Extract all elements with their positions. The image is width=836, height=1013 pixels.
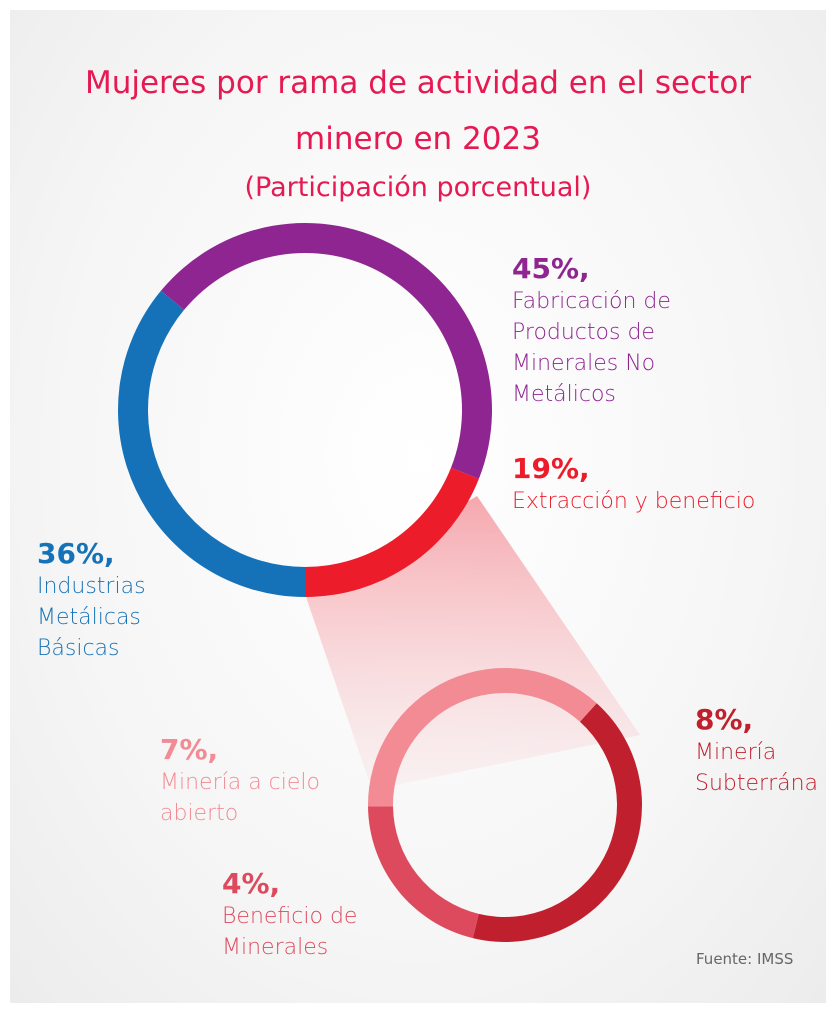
category-label: Minería Subterrána <box>695 740 819 796</box>
donut-segment <box>117 290 305 597</box>
category-label: Industrias Metálicas Básicas <box>37 574 146 661</box>
donut-segment <box>160 223 493 479</box>
chart-subtitle: (Participación porcentual) <box>244 172 592 203</box>
category-label: Beneficio de Minerales <box>222 904 358 960</box>
source: Fuente: IMSS <box>696 950 794 968</box>
segment-label: 45%, Fabricación de Productos de Minerale… <box>512 252 712 410</box>
value-label: 8%, <box>695 703 754 736</box>
value-label: 19%, <box>512 452 590 485</box>
value-label: 4%, <box>222 867 281 900</box>
chart-title: Mujeres por rama de actividad en el sect… <box>84 65 752 157</box>
connector <box>306 496 640 790</box>
segment-label: 7%, Minería a cielo abierto <box>160 733 330 829</box>
value-label: 36%, <box>37 537 115 570</box>
category-label: Minería a cielo abierto <box>160 770 320 826</box>
donut-segment <box>368 806 479 939</box>
segment-label: 8%, Minería Subterrána <box>695 703 835 799</box>
value-label: 7%, <box>160 733 219 766</box>
segment-label: 36%, Industrias Metálicas Básicas <box>37 537 187 664</box>
segment-label: 4%, Beneficio de Minerales <box>222 867 402 963</box>
value-label: 45%, <box>512 252 590 285</box>
category-label: Extracción y beneficio <box>512 489 756 514</box>
segment-label: 19%, Extracción y beneficio <box>512 452 812 517</box>
donut-segment <box>368 668 597 807</box>
category-label: Fabricación de Productos de Minerales No… <box>512 289 671 407</box>
donut-segment <box>305 467 479 597</box>
donut-segment <box>472 703 642 942</box>
